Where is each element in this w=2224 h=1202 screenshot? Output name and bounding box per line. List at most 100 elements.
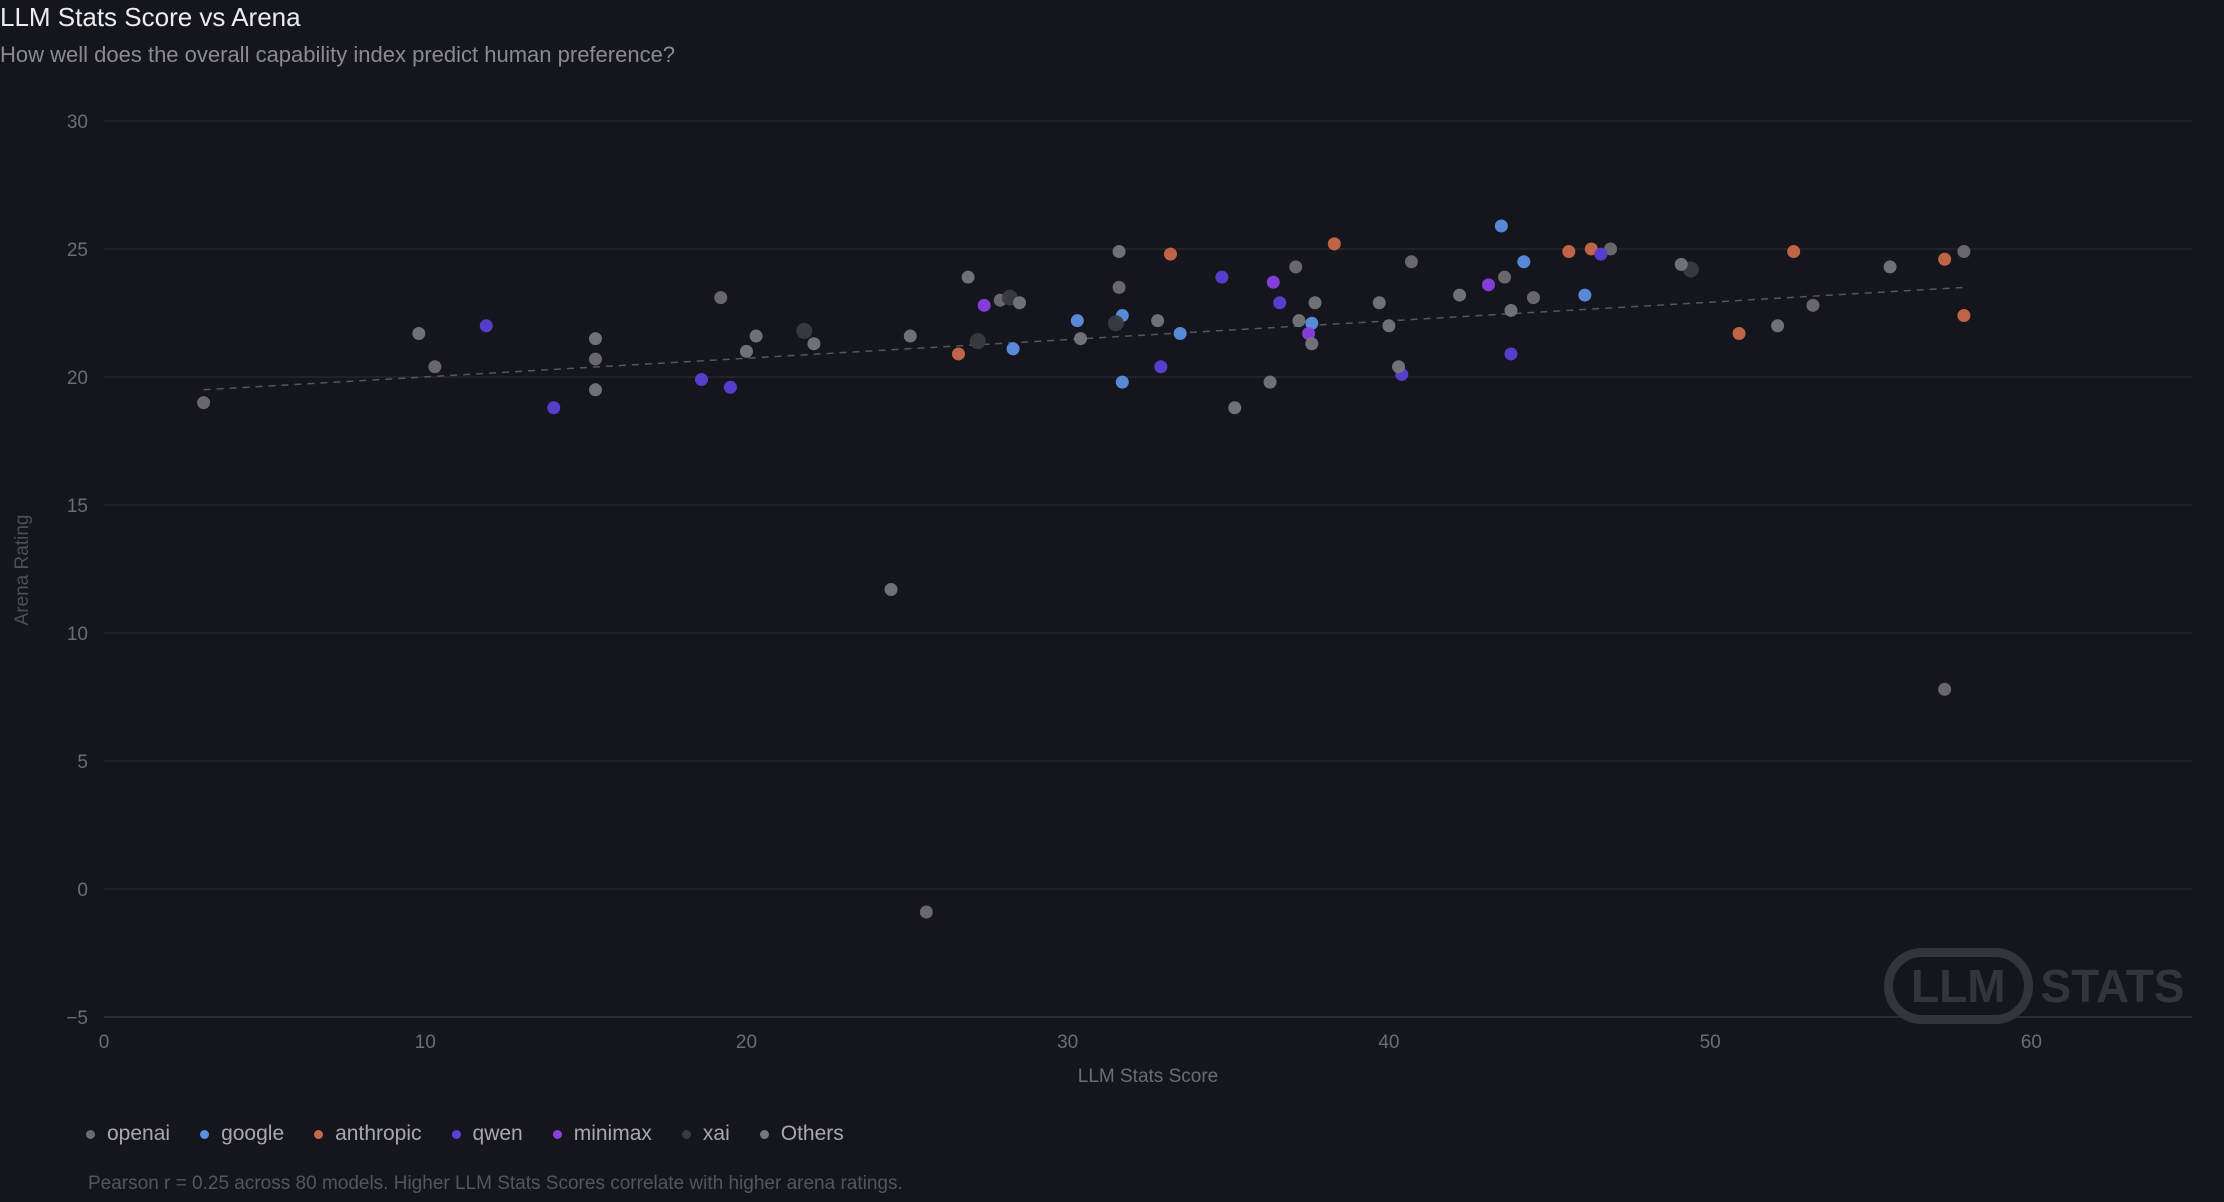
data-point-anthropic[interactable] [1957, 309, 1971, 323]
data-point-openai[interactable] [1957, 245, 1971, 259]
data-point-openai[interactable] [1938, 682, 1952, 696]
data-point-qwen[interactable] [1154, 360, 1168, 374]
data-point-anthropic[interactable] [1562, 245, 1576, 259]
data-point-openai[interactable] [714, 291, 728, 305]
data-point-others[interactable] [1392, 360, 1406, 374]
grid-layer [104, 120, 2192, 1018]
data-point-openai[interactable] [588, 352, 602, 366]
data-point-qwen[interactable] [723, 380, 737, 394]
data-point-minimax[interactable] [1482, 278, 1496, 292]
data-point-openai[interactable] [1604, 242, 1618, 256]
data-point-qwen[interactable] [1273, 296, 1287, 310]
data-point-openai[interactable] [197, 396, 211, 410]
watermark-pill: LLM [1884, 948, 2033, 1024]
y-tick-label: 5 [77, 752, 88, 773]
data-point-google[interactable] [1305, 316, 1319, 330]
data-point-anthropic[interactable] [1163, 247, 1177, 261]
data-point-openai[interactable] [1526, 291, 1540, 305]
data-point-qwen[interactable] [547, 401, 561, 415]
data-point-minimax[interactable] [1302, 326, 1316, 340]
data-point-openai[interactable] [1404, 255, 1418, 269]
data-point-others[interactable] [1674, 257, 1688, 271]
data-point-anthropic[interactable] [1938, 252, 1952, 266]
legend-item-xai[interactable]: xai [681, 1122, 730, 1146]
data-point-anthropic[interactable] [1787, 245, 1801, 259]
data-point-others[interactable] [1883, 260, 1897, 274]
legend-item-anthropic[interactable]: anthropic [314, 1122, 422, 1146]
legend-dot-icon [759, 1129, 769, 1139]
data-point-xai[interactable] [969, 333, 986, 350]
data-point-openai[interactable] [1498, 270, 1512, 284]
data-point-google[interactable] [1070, 314, 1084, 328]
data-point-others[interactable] [1151, 314, 1165, 328]
data-point-qwen[interactable] [1215, 270, 1229, 284]
data-point-others[interactable] [1074, 332, 1088, 346]
data-point-google[interactable] [1006, 342, 1020, 356]
data-point-qwen[interactable] [694, 373, 708, 387]
data-point-anthropic[interactable] [1732, 326, 1746, 340]
data-point-others[interactable] [1308, 296, 1322, 310]
data-point-openai[interactable] [919, 905, 933, 919]
legend-dot-icon [86, 1129, 95, 1139]
data-point-others[interactable] [588, 332, 602, 346]
x-tick-label: 30 [1057, 1032, 1078, 1053]
data-point-others[interactable] [739, 344, 753, 358]
legend-label: google [221, 1122, 285, 1145]
y-tick-label: 25 [67, 240, 88, 261]
data-point-others[interactable] [1112, 245, 1126, 259]
llm-stats-watermark: LLM STATS [1884, 948, 2184, 1024]
legend-item-qwen[interactable]: qwen [451, 1122, 523, 1146]
data-point-others[interactable] [1013, 296, 1027, 310]
data-point-others[interactable] [1504, 303, 1518, 317]
legend-dot-icon [451, 1129, 461, 1139]
legend-item-others[interactable]: Others [759, 1122, 844, 1146]
y-tick-label: 15 [67, 496, 88, 517]
x-tick-label: 60 [2021, 1032, 2042, 1053]
data-point-google[interactable] [1173, 326, 1187, 340]
data-point-xai[interactable] [1107, 315, 1124, 332]
data-point-others[interactable] [1771, 319, 1785, 333]
data-point-google[interactable] [1494, 219, 1508, 233]
data-point-google[interactable] [1115, 375, 1129, 389]
axis-layer: −5 0 5 10 15 20 25 30 0 10 20 30 40 50 60 [66, 112, 2042, 1053]
data-point-others[interactable] [1228, 401, 1242, 415]
y-tick-label: 10 [67, 624, 88, 645]
data-point-xai[interactable] [796, 322, 813, 339]
data-point-others[interactable] [1453, 288, 1467, 302]
data-point-others[interactable] [807, 337, 821, 351]
data-point-minimax[interactable] [977, 298, 991, 312]
data-point-openai[interactable] [1289, 260, 1303, 274]
data-point-others[interactable] [588, 383, 602, 397]
legend-dot-icon [200, 1129, 210, 1139]
data-point-anthropic[interactable] [1584, 242, 1598, 256]
data-point-others[interactable] [961, 270, 975, 284]
x-tick-label: 50 [1700, 1032, 1721, 1053]
data-point-others[interactable] [412, 326, 426, 340]
data-point-anthropic[interactable] [951, 347, 965, 361]
data-point-openai[interactable] [428, 360, 442, 374]
data-point-anthropic[interactable] [1327, 237, 1341, 251]
legend-item-google[interactable]: google [200, 1122, 284, 1146]
data-point-openai[interactable] [1112, 280, 1126, 294]
legend-label: qwen [472, 1122, 523, 1145]
data-point-others[interactable] [1372, 296, 1386, 310]
legend-item-openai[interactable]: openai [86, 1122, 170, 1146]
y-tick-label: 20 [67, 368, 88, 389]
legend-label: openai [107, 1122, 171, 1145]
data-point-google[interactable] [1517, 255, 1531, 269]
legend-item-minimax[interactable]: minimax [552, 1122, 652, 1146]
data-point-qwen[interactable] [1504, 347, 1518, 361]
data-point-openai[interactable] [1806, 298, 1820, 312]
data-point-others[interactable] [884, 582, 898, 596]
data-point-others[interactable] [1382, 319, 1396, 333]
data-point-others[interactable] [1263, 375, 1277, 389]
data-point-minimax[interactable] [1266, 275, 1280, 289]
data-point-qwen[interactable] [1594, 247, 1608, 261]
data-point-others[interactable] [903, 329, 917, 343]
data-point-qwen[interactable] [479, 319, 493, 333]
data-point-others[interactable] [1305, 337, 1319, 351]
data-point-others[interactable] [749, 329, 763, 343]
data-point-others[interactable] [1292, 314, 1306, 328]
data-point-google[interactable] [1578, 288, 1592, 302]
